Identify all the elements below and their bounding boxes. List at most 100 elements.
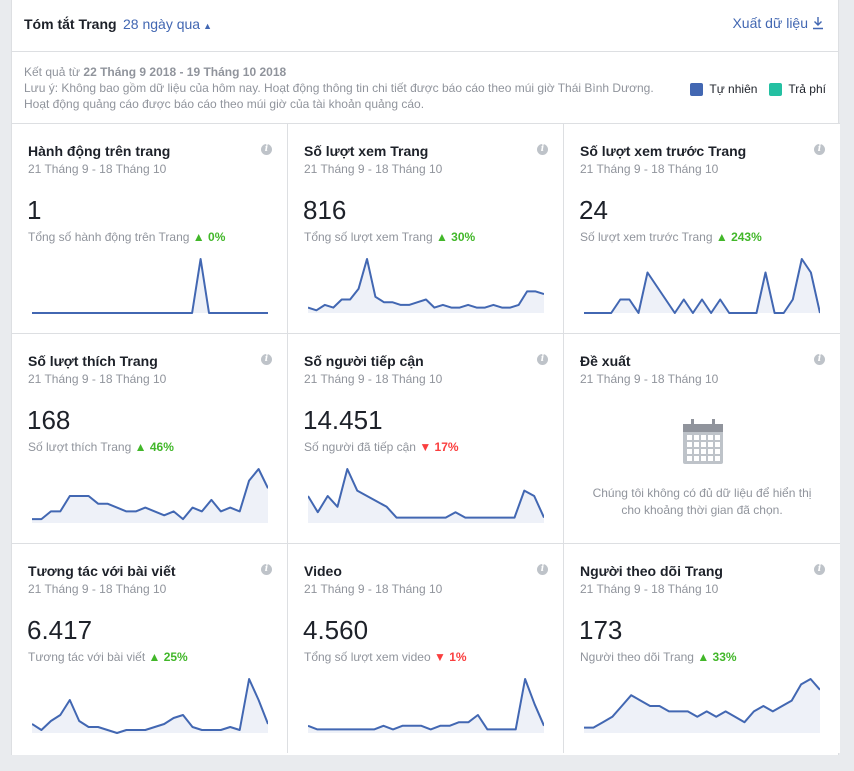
info-icon[interactable]: i [537,354,548,365]
metric-value: 4.560 [303,615,369,645]
export-data-link[interactable]: Xuất dữ liệu [732,15,824,33]
card-title: Người theo dõi Trang [580,563,723,579]
card-date: 21 Tháng 9 - 18 Tháng 10 [28,372,167,386]
trend-up-icon: ▲ [715,230,728,244]
metric-label: Người theo dõi Trang [580,650,698,664]
sparkline-line [308,258,544,312]
card-date: 21 Tháng 9 - 18 Tháng 10 [304,162,443,176]
sparkline-chart [584,678,820,733]
legend-organic[interactable]: Tự nhiên [690,82,757,96]
organic-swatch [690,82,704,96]
metric-label: Tổng số lượt xem video [304,650,434,664]
metric-card[interactable]: Số lượt thích Trang 21 Tháng 9 - 18 Tháng… [12,333,288,543]
metric-subtitle: Người theo dõi Trang ▲ 33% [580,650,737,664]
metric-subtitle: Số lượt xem trước Trang ▲ 243% [580,230,762,244]
sparkline-line [584,678,820,729]
trend-up-icon: ▲ [697,650,710,664]
metric-change: 17% [431,440,459,454]
sparkline-area [32,679,268,733]
metric-subtitle: Số lượt thích Trang ▲ 46% [28,440,174,454]
range-prefix: Kết quả từ [24,65,84,79]
metric-subtitle: Tổng số hành động trên Trang ▲ 0% [28,230,225,244]
metric-label: Số lượt xem trước Trang [580,230,716,244]
metric-value: 168 [27,405,71,435]
card-date: 21 Tháng 9 - 18 Tháng 10 [304,372,443,386]
metric-card[interactable]: Người theo dõi Trang 21 Tháng 9 - 18 Thán… [564,543,840,753]
info-icon[interactable]: i [261,144,272,155]
info-icon[interactable]: i [261,564,272,575]
sparkline-area [584,679,820,733]
metric-card[interactable]: Video 21 Tháng 9 - 18 Tháng 10 i 4.560 Tổng … [288,543,564,753]
card-title: Số lượt thích Trang [28,353,158,369]
calendar-icon [682,419,724,470]
sparkline-area [584,259,820,313]
sparkline-chart [32,678,268,734]
sparkline-line [32,258,268,314]
sparkline-chart [308,468,544,523]
metric-change: 0% [204,230,226,244]
metric-card[interactable]: Đề xuất 21 Tháng 9 - 18 Tháng 10 i Chúng tô… [564,333,840,543]
metric-value: 24 [579,195,608,225]
card-title: Số lượt xem Trang [304,143,429,159]
sparkline-line [308,678,544,731]
info-icon[interactable]: i [814,564,825,575]
card-title: Hành động trên trang [28,143,171,159]
empty-message: Chúng tôi không có đủ dữ liệu để hiển th… [592,486,812,517]
card-title: Video [304,563,342,579]
date-range: 22 Tháng 9 2018 - 19 Tháng 10 2018 [83,65,287,79]
card-date: 21 Tháng 9 - 18 Tháng 10 [580,372,719,386]
metric-change: 33% [709,650,737,664]
sparkline-chart [308,258,544,313]
card-date: 21 Tháng 9 - 18 Tháng 10 [304,582,443,596]
metric-label: Tương tác với bài viết [28,650,149,664]
metric-change: 1% [445,650,467,664]
sparkline-area [32,469,268,523]
info-icon[interactable]: i [537,144,548,155]
info-icon[interactable]: i [537,564,548,575]
metric-card[interactable]: Số lượt xem trước Trang 21 Tháng 9 - 18 T… [564,123,840,333]
metric-change: 30% [447,230,476,244]
metric-label: Số lượt thích Trang [28,440,135,454]
metric-change: 25% [160,650,188,664]
note-line-timezone: Lưu ý: Không bao gồm dữ liệu của hôm nay… [24,81,654,95]
sparkline-chart [584,258,820,314]
metric-value: 6.417 [27,615,93,645]
metric-card[interactable]: Số người tiếp cận 21 Tháng 9 - 18 Tháng 1… [288,333,564,543]
card-title: Tương tác với bài viết [28,563,176,579]
trend-down-icon: ▼ [419,440,432,454]
metric-card[interactable]: Số lượt xem Trang 21 Tháng 9 - 18 Tháng 1… [288,123,564,333]
metric-card[interactable]: Hành động trên trang 21 Tháng 9 - 18 Thán… [12,123,288,333]
metric-subtitle: Tổng số lượt xem video ▼ 1% [304,650,467,664]
period-label: 28 ngày qua [123,16,201,32]
metric-subtitle: Số người đã tiếp cận ▼ 17% [304,440,459,454]
trend-down-icon: ▼ [433,650,446,664]
metric-label: Tổng số hành động trên Trang [28,230,193,244]
sparkline-area [308,679,544,733]
results-note: Kết quả từ 22 Tháng 9 2018 - 19 Tháng 10… [24,64,684,112]
legend-paid[interactable]: Trả phí [769,82,826,96]
sparkline-line [32,468,268,521]
sparkline-line [32,678,268,734]
sparkline-line [308,468,544,519]
legend-organic-label: Tự nhiên [709,82,758,96]
legend: Tự nhiên Trả phí [678,82,826,96]
info-icon[interactable]: i [814,354,825,365]
metric-card[interactable]: Tương tác với bài viết 21 Tháng 9 - 18 Th… [12,543,288,753]
legend-paid-label: Trả phí [788,82,826,96]
metric-value: 1 [27,195,42,225]
metric-subtitle: Tổng số lượt xem Trang ▲ 30% [304,230,475,244]
card-title: Đề xuất [580,353,631,369]
metric-label: Số người đã tiếp cận [304,440,420,454]
sparkline-chart [308,678,544,733]
trend-up-icon: ▲ [192,230,205,244]
info-icon[interactable]: i [261,354,272,365]
period-dropdown[interactable]: 28 ngày qua ▲︎ [123,16,212,32]
info-icon[interactable]: i [814,144,825,155]
summary-header: Tóm tắt Trang 28 ngày qua ▲︎ Xuất dữ liệu [12,0,838,52]
trend-up-icon: ▲ [148,650,161,664]
summary-title: Tóm tắt Trang [24,16,117,32]
sparkline-area [32,259,268,313]
card-title: Số lượt xem trước Trang [580,143,747,159]
page-summary-panel: Tóm tắt Trang 28 ngày qua ▲︎ Xuất dữ liệu… [11,0,840,755]
metric-value: 816 [303,195,347,225]
